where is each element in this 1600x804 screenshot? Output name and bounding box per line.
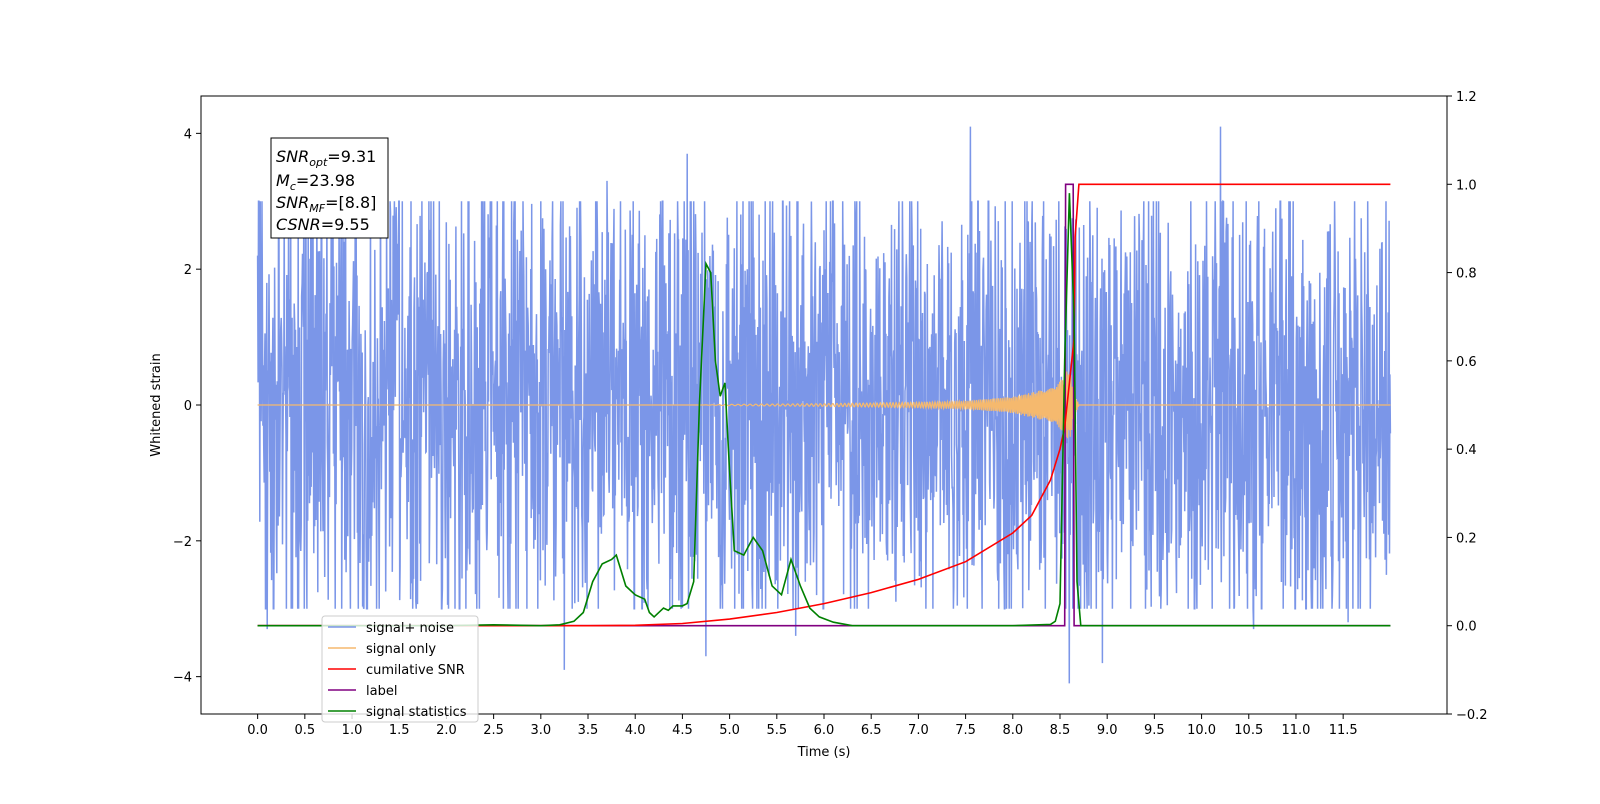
y-tick-label: 4 [184, 127, 192, 142]
x-tick-label: 9.0 [1097, 723, 1118, 738]
y2-tick-label: 1.0 [1456, 178, 1477, 193]
y-axis-title: Whitened strain [149, 353, 164, 456]
x-tick-label: 11.0 [1281, 723, 1310, 738]
y2-tick-label: 0.4 [1456, 443, 1477, 458]
y2-tick-label: 0.8 [1456, 267, 1477, 282]
x-tick-label: 1.0 [342, 723, 363, 738]
annotation-frame [270, 137, 389, 239]
x-tick-label: 7.5 [955, 723, 976, 738]
right-axis-series-group [257, 183, 1391, 627]
y-axis-ticks: 4 2 0 −2 −4 [173, 127, 201, 686]
x-tick-label: 3.0 [530, 723, 551, 738]
legend-label-signal-statistics: signal statistics [366, 705, 467, 720]
y2-tick-label: 0.6 [1456, 355, 1477, 370]
x-tick-label: 5.5 [766, 723, 787, 738]
y2-axis-ticks: 1.2 1.0 0.8 0.6 0.4 0.2 0.0 −0.2 [1447, 90, 1488, 723]
y-tick-label: 2 [184, 263, 192, 278]
y2-tick-label: 0.2 [1456, 531, 1477, 546]
x-tick-label: 4.5 [672, 723, 693, 738]
x-tick-label: 9.5 [1144, 723, 1165, 738]
x-tick-label: 1.5 [389, 723, 410, 738]
y-tick-label: −2 [173, 535, 192, 550]
series-line-cumulative-snr [257, 183, 1391, 627]
x-tick-label: 4.0 [625, 723, 646, 738]
x-tick-label: 8.5 [1050, 723, 1071, 738]
annotation-csnr: CSNR=9.55 [276, 215, 370, 234]
legend-label-signal-only: signal only [366, 642, 436, 657]
x-tick-label: 10.5 [1234, 723, 1263, 738]
y2-tick-label: 0.0 [1456, 620, 1477, 635]
x-tick-label: 5.0 [719, 723, 740, 738]
x-tick-label: 0.5 [294, 723, 315, 738]
annotation-chirp-mass: Mc=23.98 [276, 171, 355, 193]
x-tick-label: 2.5 [483, 723, 504, 738]
legend-label-label: label [366, 684, 397, 699]
x-axis-title: Time (s) [797, 745, 851, 760]
annotation-snr-opt: SNRopt=9.31 [276, 147, 376, 169]
x-tick-label: 7.0 [908, 723, 929, 738]
annotation-snr-mf: SNRMF=[8.8] [276, 193, 376, 215]
x-tick-label: 3.5 [578, 723, 599, 738]
x-tick-label: 10.0 [1187, 723, 1216, 738]
legend-label-cumulative-snr: cumilative SNR [366, 663, 465, 678]
series-line-signal-noise [256, 126, 1392, 684]
x-tick-label: 11.5 [1329, 723, 1358, 738]
x-tick-label: 0.0 [247, 723, 268, 738]
legend: signal+ noise signal only cumilative SNR… [321, 615, 479, 723]
x-axis-ticks: 0.0 0.5 1.0 1.5 2.0 2.5 3.0 3.5 4.0 4.5 5.0 5.5 6.0 6… [247, 714, 1358, 738]
y2-tick-label: 1.2 [1456, 90, 1477, 105]
y-tick-label: −4 [173, 671, 192, 686]
y-tick-label: 0 [184, 399, 192, 414]
x-tick-label: 6.0 [814, 723, 835, 738]
x-tick-label: 6.5 [861, 723, 882, 738]
legend-label-signal-noise: signal+ noise [366, 621, 454, 636]
series-line-signal-only [257, 371, 1391, 439]
signal-series-group [257, 371, 1391, 439]
x-tick-label: 8.0 [1002, 723, 1023, 738]
noise-series-group [256, 126, 1392, 684]
series-line-signal-statistics [257, 193, 1391, 627]
y2-tick-label: −0.2 [1456, 708, 1488, 723]
metrics-annotation-box: SNRopt=9.31 Mc=23.98 SNRMF=[8.8] CSNR=9.… [270, 137, 389, 239]
legend-frame [321, 615, 479, 723]
x-tick-label: 2.0 [436, 723, 457, 738]
